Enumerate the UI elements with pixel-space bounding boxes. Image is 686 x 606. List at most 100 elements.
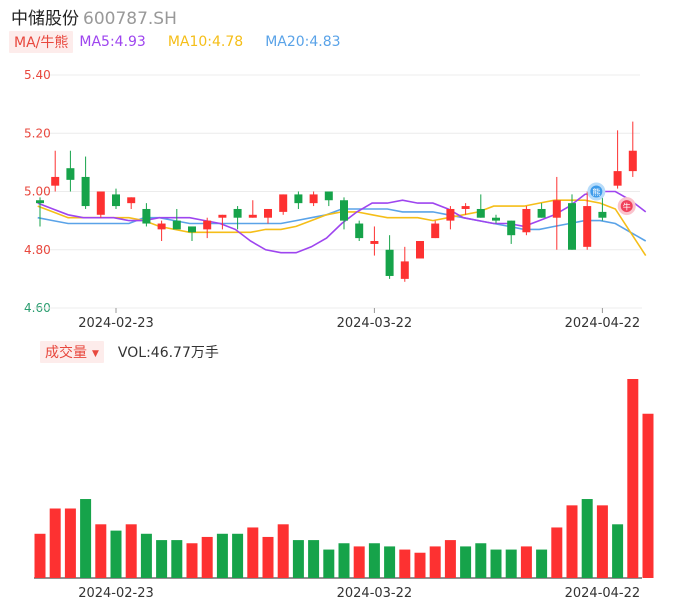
volume-bar[interactable] [429,546,441,578]
volume-bar[interactable] [171,540,183,578]
ma5-label: MA5:4.93 [79,34,146,50]
ma10-label: MA10:4.78 [167,34,244,50]
candle[interactable] [400,261,409,279]
candle[interactable] [248,214,257,218]
volume-bar[interactable] [201,536,213,578]
candle[interactable] [51,176,60,186]
volume-bar[interactable] [292,540,304,578]
candle[interactable] [385,249,394,276]
candle[interactable] [188,226,196,233]
volume-bar[interactable] [216,533,228,578]
candle[interactable] [476,208,485,218]
stock-header: 中储股份 600787.SH [11,4,177,29]
bear-face-glyph: 熊 [592,187,600,197]
volume-bar[interactable] [520,546,532,578]
volume-bar[interactable] [475,543,487,578]
volume-bar[interactable] [444,540,456,578]
volume-bar[interactable] [384,546,396,578]
volume-bar[interactable] [64,508,76,578]
volume-bar[interactable] [125,524,137,578]
volume-bar[interactable] [642,413,654,578]
candle[interactable] [446,208,455,221]
date-tick-label: 2024-04-22 [565,316,641,331]
volume-bar[interactable] [186,543,198,578]
volume-bar[interactable] [232,533,244,578]
date-tick-label: 2024-02-23 [78,586,154,601]
volume-bar[interactable] [323,549,335,578]
volume-bar[interactable] [353,546,365,578]
caret-down-icon: ▼ [92,349,99,359]
candle[interactable] [355,223,364,239]
volume-bar[interactable] [49,508,61,578]
candle[interactable] [157,223,166,230]
volume-bar[interactable] [338,543,350,578]
volume-indicator-dropdown[interactable]: 成交量 ▼ [40,341,104,363]
volume-bar[interactable] [536,549,548,578]
volume-bar[interactable] [505,549,517,578]
candle[interactable] [537,208,546,218]
candle[interactable] [142,208,151,224]
volume-bar[interactable] [460,546,472,578]
candle[interactable] [218,214,227,218]
candle[interactable] [309,194,318,204]
candle[interactable] [279,194,288,212]
candle[interactable] [112,194,120,207]
candle[interactable] [583,206,592,247]
candle[interactable] [416,241,424,259]
candle[interactable] [294,194,303,204]
candle[interactable] [233,208,242,218]
candle[interactable] [203,220,212,230]
candle[interactable] [264,208,272,218]
volume-bar[interactable] [566,505,578,578]
candle[interactable] [340,200,348,221]
candle[interactable] [96,191,105,215]
volume-bar[interactable] [596,505,608,578]
volume-bar[interactable] [368,543,380,578]
price-tick-label: 5.40 [24,68,51,82]
volume-bar[interactable] [490,549,502,578]
candle[interactable] [66,168,75,180]
volume-bar[interactable] [80,499,92,578]
stock-code: 600787.SH [83,9,177,29]
volume-bar[interactable] [627,378,639,578]
price-tick-label: 4.80 [24,243,51,257]
volume-bar[interactable] [414,552,426,578]
volume-bar[interactable] [581,499,593,578]
candle[interactable] [172,220,181,230]
volume-bar[interactable] [140,533,152,578]
price-tick-label: 5.20 [24,126,51,140]
volume-bar[interactable] [277,524,289,578]
candle[interactable] [613,171,622,186]
volume-bar[interactable] [551,527,563,578]
date-tick-label: 2024-03-22 [337,586,413,601]
volume-bar[interactable] [399,549,411,578]
candle[interactable] [370,241,379,244]
candle[interactable] [492,217,500,221]
candle[interactable] [431,223,440,239]
candle[interactable] [598,211,607,218]
ma-bull-bear-toggle[interactable]: MA/牛熊 [9,31,74,53]
candle[interactable] [81,176,90,207]
stock-name: 中储股份 [11,9,79,29]
volume-bar[interactable] [156,540,168,578]
candle[interactable] [568,203,576,250]
bull-face-icon [617,197,636,216]
volume-bar[interactable] [612,524,624,578]
candle[interactable] [628,150,637,172]
volume-bar[interactable] [262,536,274,578]
volume-bar[interactable] [95,524,107,578]
volume-bar[interactable] [308,540,320,578]
candle[interactable] [552,200,561,218]
candle[interactable] [507,220,516,236]
volume-bar[interactable] [34,533,46,578]
candle[interactable] [127,197,136,204]
candle[interactable] [522,208,531,233]
candle[interactable] [36,200,44,204]
date-tick-label: 2024-03-22 [337,316,413,331]
bear-face-icon [587,182,606,201]
volume-bar[interactable] [247,527,259,578]
candle[interactable] [324,191,333,201]
candle[interactable] [461,206,470,209]
volume-bar[interactable] [110,530,122,578]
